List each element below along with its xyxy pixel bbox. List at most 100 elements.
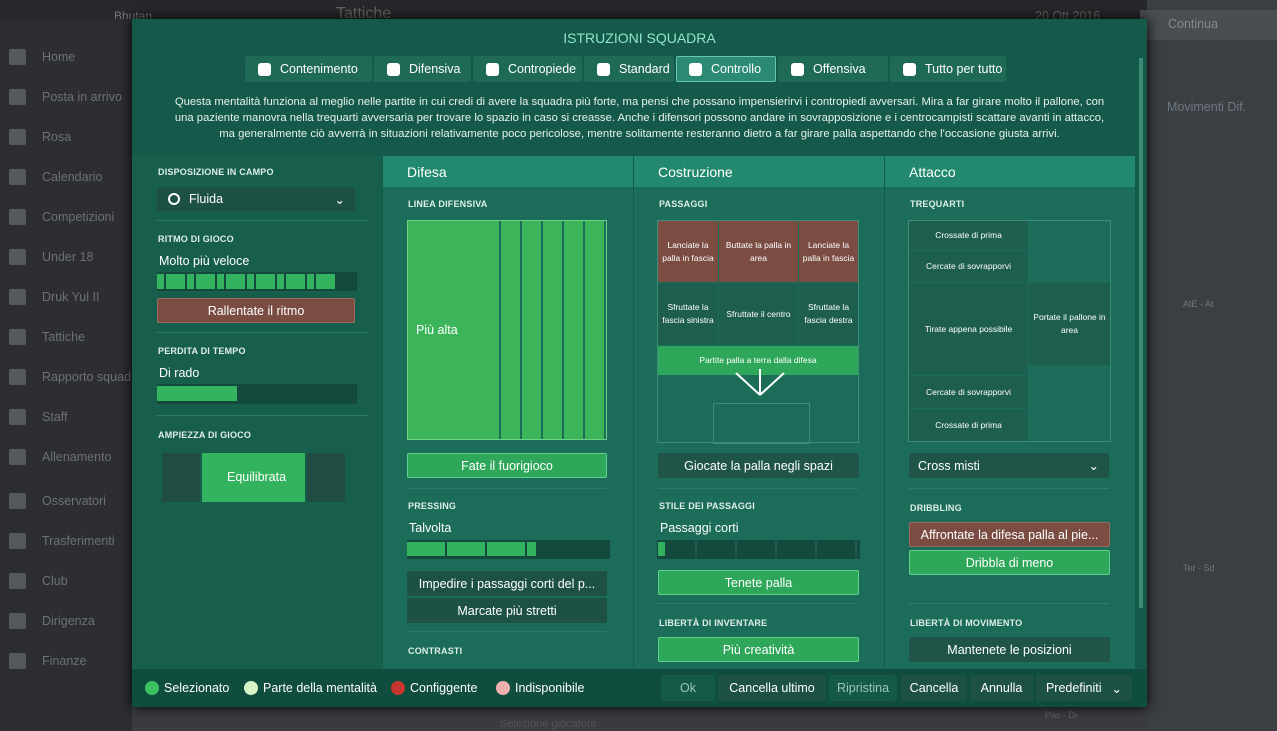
zone[interactable]: Portate il pallone in area (1029, 283, 1110, 365)
button[interactable]: Dribbla di meno (909, 550, 1110, 575)
zone[interactable]: Buttate la palla in area (719, 221, 798, 282)
zone[interactable]: Sfruttate la fascia destra (799, 283, 858, 345)
screen: Tattiche (336, 5, 392, 22)
col-title: Difesa (407, 164, 447, 180)
button-label: Cancella ultimo (729, 681, 815, 695)
line-stripes (499, 221, 606, 439)
footer-button[interactable]: Cancella (901, 675, 967, 701)
description-line: una paziente manovra nella trequarti avv… (174, 112, 1105, 124)
footer-button[interactable]: Ripristina (829, 675, 897, 701)
label: TREQUARTI (910, 199, 965, 209)
scrollbar[interactable] (1139, 58, 1143, 608)
tab-label: Standard (619, 62, 670, 76)
nav-item[interactable]: Under 18 (42, 250, 94, 264)
zone[interactable]: Lanciate la palla in fascia (658, 221, 718, 282)
col-header (383, 156, 633, 187)
dropdown[interactable]: Fluida ⌄ (157, 187, 355, 211)
legend-dot (496, 681, 510, 695)
tab-label: Difensiva (409, 62, 461, 76)
label: DRIBBLING (910, 503, 962, 513)
slider[interactable] (657, 540, 860, 559)
button[interactable]: Fate il fuorigioco (407, 453, 607, 478)
label: DISPOSIZIONE IN CAMPO (158, 167, 274, 177)
tab[interactable]: Offensiva (778, 56, 888, 82)
footer-button[interactable]: Predefiniti ⌄ (1036, 675, 1132, 701)
legend-label: Indisponibile (515, 681, 585, 695)
label: LIBERTÀ DI MOVIMENTO (910, 618, 1023, 628)
nav-item[interactable]: Druk Yul II (42, 290, 100, 304)
nav-item[interactable]: Calendario (42, 170, 103, 184)
col-header (634, 156, 884, 187)
tab[interactable]: Standard (584, 56, 674, 82)
separator (909, 603, 1109, 604)
tab-icon (486, 63, 499, 76)
nav-item[interactable]: Rosa (42, 130, 72, 144)
tab-label: Contenimento (280, 62, 358, 76)
nav-item[interactable]: Posta in arrivo (42, 90, 122, 104)
zone[interactable]: Tirate appena possibile (909, 283, 1028, 375)
button[interactable]: Affrontate la difesa palla al pie... (909, 522, 1110, 547)
button[interactable]: Giocate la palla negli spazi (658, 453, 859, 478)
footer-button[interactable]: Ok (661, 675, 715, 701)
zone[interactable]: Crossate di prima (909, 409, 1028, 441)
button[interactable]: Impedire i passaggi corti del p... (407, 571, 607, 596)
dropdown[interactable]: Cross misti ⌄ (909, 453, 1109, 478)
nav-item[interactable]: Competizioni (42, 210, 115, 224)
nav-item[interactable]: Osservatori (42, 494, 106, 508)
button[interactable]: Tenete palla (658, 570, 859, 595)
tab[interactable]: Contropiede (473, 56, 582, 82)
value: Di rado (159, 366, 200, 380)
nav-item[interactable]: Allenamento (42, 450, 112, 464)
tab-label: Controllo (711, 62, 762, 76)
label: AMPIEZZA DI GIOCO (158, 430, 252, 440)
legend-dot (244, 681, 258, 695)
footer-button[interactable]: Cancella ultimo (718, 675, 826, 701)
nav-item[interactable]: Rapporto squad (42, 370, 131, 384)
dialog-title: ISTRUZIONI SQUADRA (563, 30, 716, 46)
continue-bar (1140, 10, 1277, 40)
nav-item[interactable]: Home (42, 50, 76, 64)
zone[interactable]: Partite palla a terra dalla difesa (658, 346, 858, 375)
button-label: Ripristina (836, 681, 890, 695)
right-label: Movimenti Dif. (1167, 100, 1247, 114)
zone[interactable]: Lanciate la palla in fascia (799, 221, 858, 282)
button[interactable]: Più creatività (658, 637, 859, 662)
width-widget[interactable] (162, 453, 345, 502)
label: RITMO DI GIOCO (158, 234, 234, 244)
nav-item[interactable]: Dirigenza (42, 614, 95, 628)
nav-item[interactable]: Staff (42, 410, 68, 424)
slider-fill (157, 386, 237, 401)
button-label: Ok (680, 681, 696, 695)
tab[interactable]: Tutto per tutto (890, 56, 1006, 82)
value: Talvolta (409, 521, 452, 535)
zone[interactable]: Sfruttate il centro (719, 283, 798, 345)
button-label: Tenete palla (724, 575, 793, 590)
button-label: Giocate la palla negli spazi (684, 458, 833, 473)
zone[interactable]: Cercate di sovrapporvi (909, 376, 1028, 408)
zone[interactable]: Cercate di sovrapporvi (909, 251, 1028, 282)
legend-label: Parte della mentalità (263, 681, 377, 695)
footer-button[interactable]: Annulla (970, 675, 1033, 701)
zone[interactable]: Crossate di prima (909, 221, 1028, 250)
separator (658, 603, 858, 604)
legend-label: Configgente (410, 681, 478, 695)
button[interactable]: Mantenete le posizioni (909, 637, 1110, 662)
zone[interactable]: Sfruttate la fascia sinistra (658, 283, 718, 345)
button[interactable]: Rallentate il ritmo (157, 298, 355, 323)
tab[interactable]: Controllo (676, 56, 776, 82)
nav-item[interactable]: Club (42, 574, 68, 588)
tab[interactable]: Difensiva (374, 56, 471, 82)
nav-icon (9, 533, 26, 549)
nav-item[interactable]: Finanze (42, 654, 87, 668)
nav-icon (9, 653, 26, 669)
tab[interactable]: Contenimento (245, 56, 372, 82)
nav-item[interactable]: Tattiche (42, 330, 86, 344)
nav-item[interactable]: Trasferimenti (42, 534, 115, 548)
continue[interactable]: Continua (1168, 17, 1219, 31)
dropdown-value: Cross misti (918, 458, 980, 473)
col-header (885, 156, 1135, 187)
separator (658, 488, 858, 489)
nav-icon (9, 49, 26, 65)
button[interactable]: Marcate più stretti (407, 598, 607, 623)
button-label: Più creatività (722, 642, 795, 657)
